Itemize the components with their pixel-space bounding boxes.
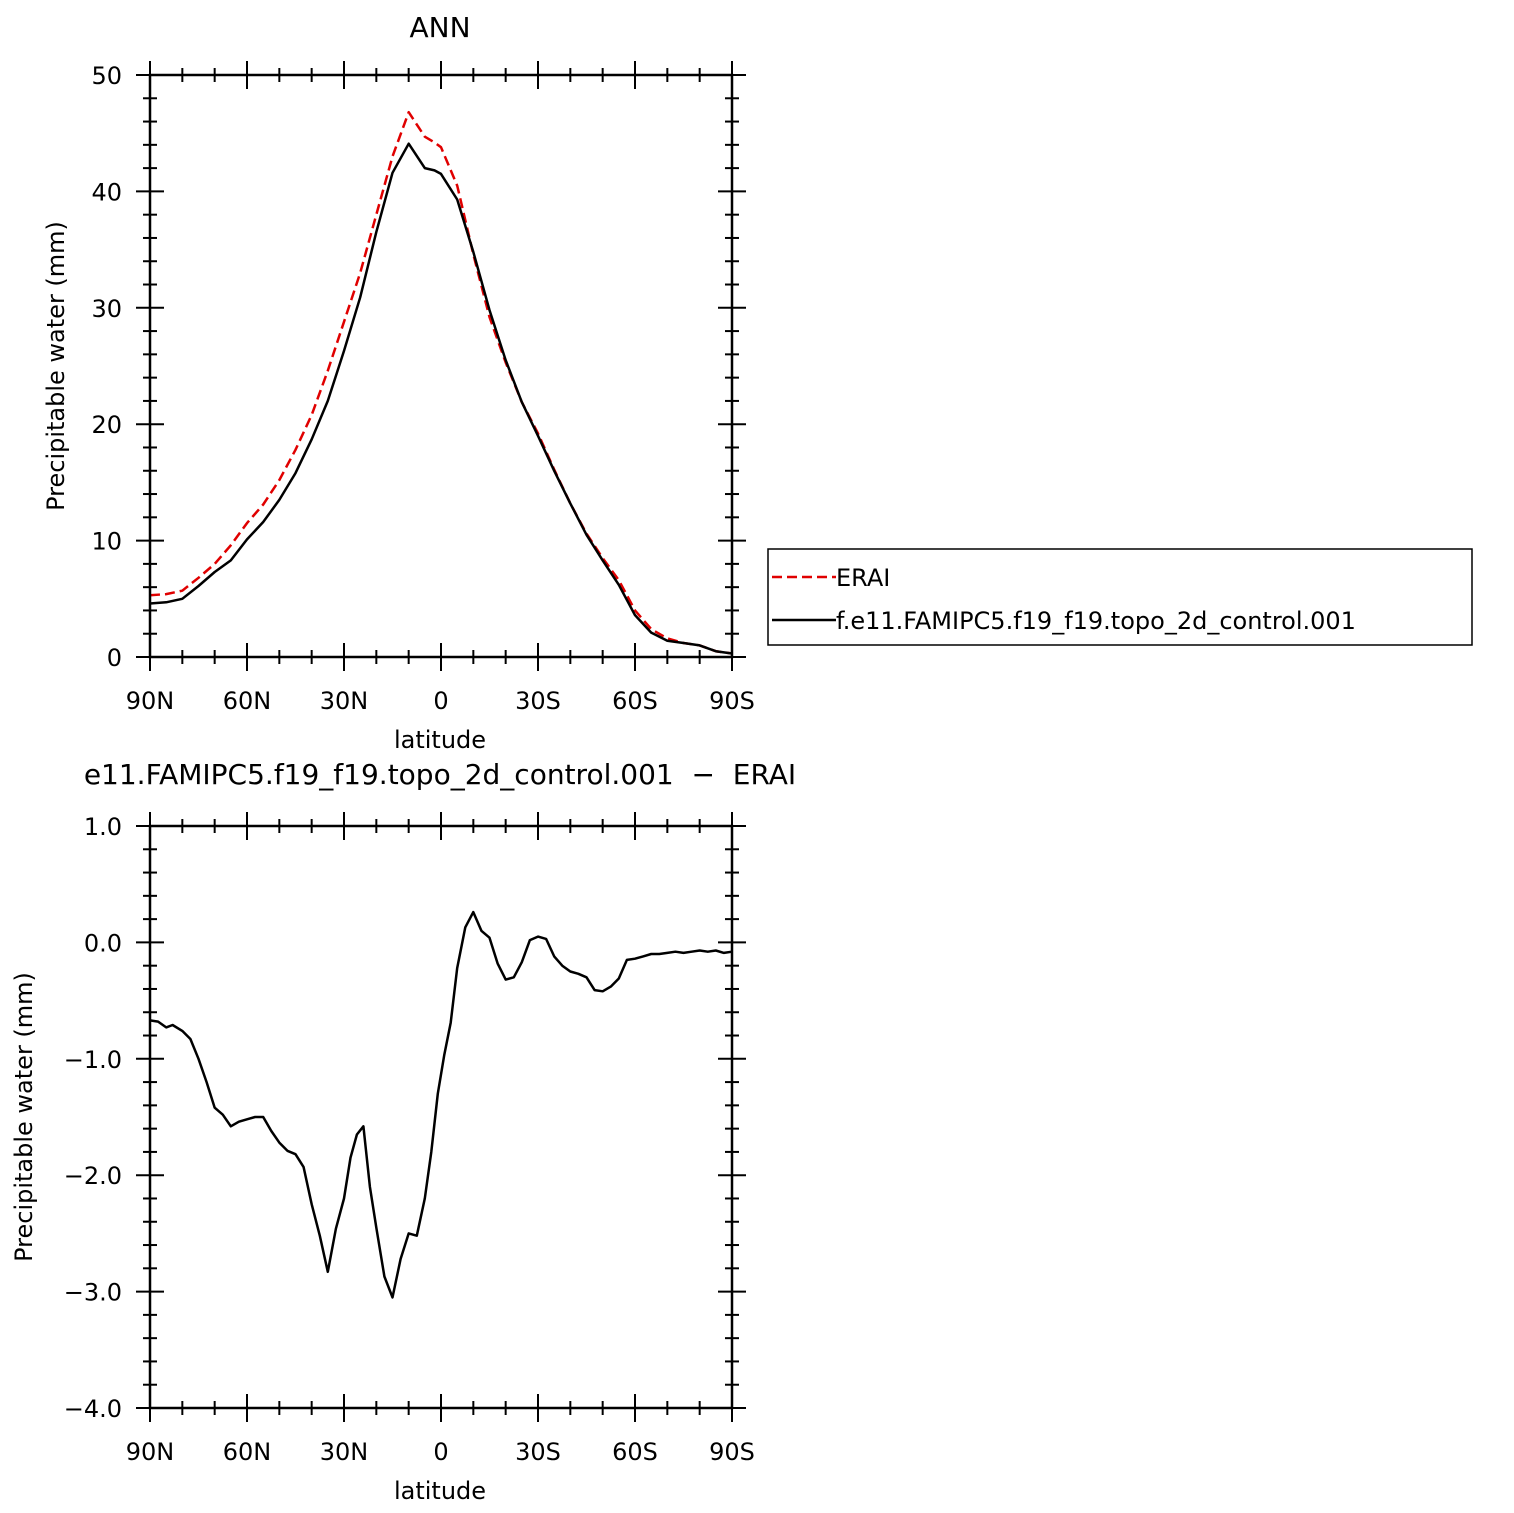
top-x-tick-label: 0 xyxy=(433,687,448,715)
top-x-tick-label: 30S xyxy=(515,687,561,715)
bottom-axis-ticks xyxy=(136,812,746,1422)
legend-box xyxy=(767,548,1473,646)
top-series xyxy=(149,110,733,655)
top-y-tick-label: 50 xyxy=(91,62,122,90)
top-x-tick-label: 60S xyxy=(612,687,658,715)
legend-label-model: f.e11.FAMIPC5.f19_f19.topo_2d_control.00… xyxy=(836,607,1356,635)
bottom-x-tick-label: 60S xyxy=(612,1438,658,1466)
bottom-y-tick-label: −4.0 xyxy=(64,1395,122,1423)
legend: ERAI f.e11.FAMIPC5.f19_f19.topo_2d_contr… xyxy=(767,548,1473,646)
bottom-y-tick-label: 1.0 xyxy=(84,813,122,841)
top-y-tick-label: 30 xyxy=(91,295,122,323)
top-series-line-0 xyxy=(149,110,733,655)
top-y-tick-labels: 0 10 20 30 40 50 xyxy=(91,62,122,672)
bottom-y-tick-label: −2.0 xyxy=(64,1162,122,1190)
bottom-panel: e11.FAMIPC5.f19_f19.topo_2d_control.001 … xyxy=(10,758,796,1505)
bottom-x-tick-label: 0 xyxy=(433,1438,448,1466)
top-y-tick-label: 10 xyxy=(91,528,122,556)
bottom-x-tick-label: 30S xyxy=(515,1438,561,1466)
bottom-x-tick-label: 30N xyxy=(320,1438,369,1466)
top-x-tick-label: 90N xyxy=(126,687,175,715)
top-x-tick-label: 90S xyxy=(709,687,755,715)
top-axis-ticks xyxy=(136,61,746,671)
legend-label-erai: ERAI xyxy=(836,564,890,592)
top-x-tick-label: 60N xyxy=(223,687,272,715)
bottom-chart-title: e11.FAMIPC5.f19_f19.topo_2d_control.001 … xyxy=(84,758,796,791)
bottom-series-line-0 xyxy=(149,910,733,1299)
top-x-tick-label: 30N xyxy=(320,687,369,715)
top-x-axis-label: latitude xyxy=(394,726,486,754)
top-y-axis-label: Precipitable water (mm) xyxy=(42,221,70,511)
top-y-tick-label: 0 xyxy=(107,644,122,672)
top-y-tick-label: 40 xyxy=(91,178,122,206)
top-panel: ANN 0 10 20 30 40 50 90N 60N 30N 0 30S 60S 90S Prec… xyxy=(42,11,1473,754)
bottom-series xyxy=(149,910,733,1299)
top-series-line-1 xyxy=(149,142,733,655)
top-x-tick-labels: 90N 60N 30N 0 30S 60S 90S xyxy=(126,687,755,715)
top-y-tick-label: 20 xyxy=(91,411,122,439)
bottom-x-tick-label: 60N xyxy=(223,1438,272,1466)
bottom-plot-frame xyxy=(148,824,734,1410)
bottom-x-tick-labels: 90N 60N 30N 0 30S 60S 90S xyxy=(126,1438,755,1466)
bottom-y-axis-label: Precipitable water (mm) xyxy=(10,972,38,1262)
top-plot-frame xyxy=(148,73,734,659)
bottom-x-tick-label: 90S xyxy=(709,1438,755,1466)
bottom-y-tick-label: −3.0 xyxy=(64,1279,122,1307)
bottom-y-tick-label: −1.0 xyxy=(64,1046,122,1074)
bottom-y-tick-labels: −4.0 −3.0 −2.0 −1.0 0.0 1.0 xyxy=(64,813,122,1423)
bottom-x-tick-label: 90N xyxy=(126,1438,175,1466)
bottom-x-axis-label: latitude xyxy=(394,1477,486,1505)
bottom-y-tick-label: 0.0 xyxy=(84,929,122,957)
top-chart-title: ANN xyxy=(409,11,470,44)
